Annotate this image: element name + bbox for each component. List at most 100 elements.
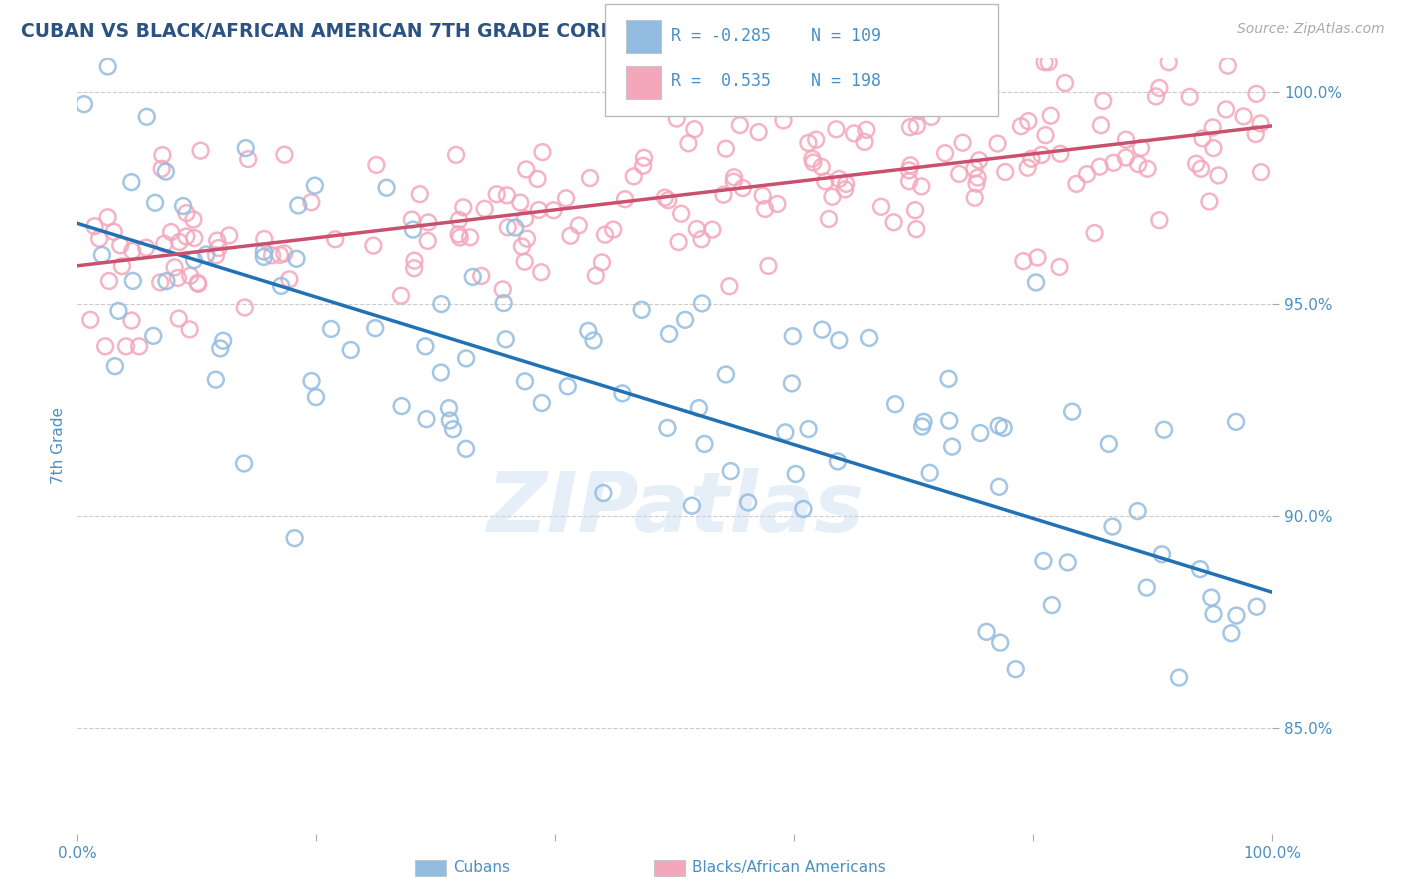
Point bbox=[1202, 141, 1225, 155]
Point bbox=[858, 331, 880, 345]
Point bbox=[209, 342, 232, 356]
Point bbox=[938, 372, 960, 386]
Point bbox=[253, 244, 276, 259]
Point bbox=[418, 215, 440, 229]
Point bbox=[1178, 90, 1201, 104]
Point bbox=[818, 212, 841, 227]
Point bbox=[1144, 89, 1167, 103]
Point bbox=[155, 164, 177, 178]
Point bbox=[98, 274, 121, 288]
Point bbox=[751, 188, 773, 202]
Point bbox=[1115, 133, 1137, 147]
Point bbox=[870, 200, 893, 214]
Point bbox=[287, 198, 309, 212]
Text: Source: ZipAtlas.com: Source: ZipAtlas.com bbox=[1237, 22, 1385, 37]
Point bbox=[1053, 76, 1076, 90]
Point bbox=[1244, 127, 1267, 141]
Point bbox=[1168, 671, 1191, 685]
Point bbox=[728, 118, 751, 132]
Point bbox=[285, 252, 308, 266]
Point bbox=[218, 228, 240, 243]
Point bbox=[967, 153, 990, 168]
Point bbox=[531, 145, 554, 160]
Point bbox=[1076, 167, 1098, 181]
Point bbox=[905, 119, 928, 133]
Point bbox=[731, 181, 754, 195]
Point bbox=[233, 301, 256, 315]
Point bbox=[688, 401, 710, 415]
Point bbox=[430, 366, 453, 380]
Point bbox=[835, 177, 858, 191]
Point bbox=[152, 148, 174, 162]
Point bbox=[492, 296, 515, 310]
Point bbox=[1128, 157, 1150, 171]
Point bbox=[1004, 662, 1026, 676]
Point bbox=[911, 419, 934, 434]
Point bbox=[79, 313, 101, 327]
Point bbox=[907, 103, 929, 118]
Point bbox=[782, 329, 804, 343]
Point bbox=[111, 259, 134, 273]
Point bbox=[568, 219, 591, 233]
Point bbox=[1056, 555, 1078, 569]
Point bbox=[187, 277, 209, 291]
Point bbox=[167, 311, 190, 326]
Point bbox=[678, 136, 700, 151]
Point bbox=[135, 241, 157, 255]
Point bbox=[592, 486, 614, 500]
Point bbox=[142, 329, 165, 343]
Point bbox=[179, 322, 201, 336]
Point bbox=[107, 303, 129, 318]
Point bbox=[686, 222, 709, 236]
Point bbox=[187, 276, 209, 290]
Point bbox=[1088, 160, 1111, 174]
Point bbox=[155, 274, 177, 288]
Point bbox=[737, 495, 759, 509]
Point bbox=[128, 339, 150, 353]
Point bbox=[1136, 161, 1159, 176]
Point bbox=[834, 182, 856, 196]
Point bbox=[910, 179, 932, 194]
Point bbox=[1225, 415, 1247, 429]
Point bbox=[690, 296, 713, 310]
Point bbox=[1250, 116, 1272, 130]
Point bbox=[814, 174, 837, 188]
Point bbox=[963, 161, 986, 176]
Point bbox=[513, 375, 536, 389]
Point bbox=[121, 244, 143, 258]
Point bbox=[253, 250, 276, 264]
Point bbox=[614, 192, 637, 206]
Point bbox=[204, 373, 226, 387]
Point bbox=[681, 499, 703, 513]
Point bbox=[1246, 599, 1268, 614]
Point bbox=[375, 180, 398, 194]
Point bbox=[828, 172, 851, 186]
Point bbox=[827, 454, 849, 468]
Point bbox=[1157, 55, 1180, 70]
Point bbox=[323, 232, 346, 246]
Point bbox=[166, 271, 188, 285]
Point bbox=[898, 120, 921, 135]
Point bbox=[409, 187, 432, 202]
Point bbox=[920, 110, 942, 124]
Point bbox=[593, 227, 616, 242]
Point bbox=[1191, 131, 1213, 145]
Point bbox=[439, 413, 461, 427]
Point bbox=[988, 480, 1011, 494]
Point bbox=[714, 142, 737, 156]
Point bbox=[623, 169, 645, 184]
Point bbox=[1225, 608, 1247, 623]
Point bbox=[1130, 141, 1153, 155]
Point bbox=[612, 386, 634, 401]
Point bbox=[389, 288, 412, 302]
Point bbox=[339, 343, 361, 357]
Point bbox=[447, 227, 470, 242]
Point bbox=[179, 268, 201, 283]
Point bbox=[912, 415, 935, 429]
Text: Blacks/African Americans: Blacks/African Americans bbox=[692, 861, 886, 875]
Point bbox=[801, 152, 824, 166]
Point bbox=[702, 222, 724, 236]
Point bbox=[444, 148, 467, 162]
Point bbox=[195, 247, 218, 261]
Point bbox=[1035, 128, 1057, 143]
